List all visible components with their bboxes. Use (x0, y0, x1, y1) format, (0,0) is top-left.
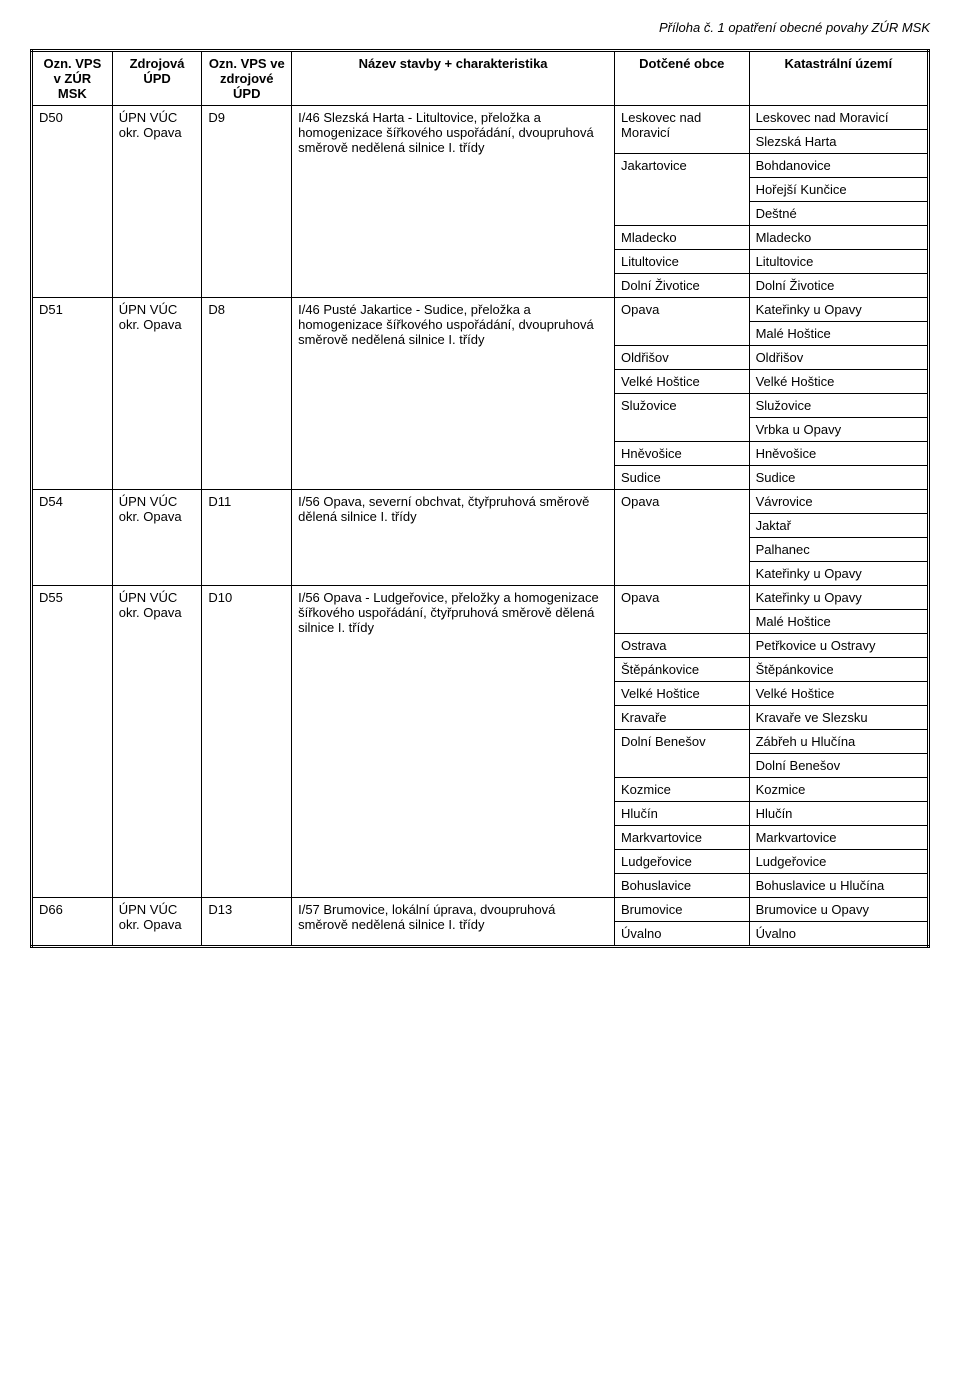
cell-kat: Velké Hoštice (749, 682, 928, 706)
cell-ozn: D55 (32, 586, 113, 898)
cell-kat: Kravaře ve Slezsku (749, 706, 928, 730)
cell-ozn: D50 (32, 106, 113, 298)
cell-kat: Kateřinky u Opavy (749, 298, 928, 322)
table-row: D55 ÚPN VÚC okr. Opava D10 I/56 Opava - … (32, 586, 929, 610)
cell-obec: Dolní Benešov (615, 730, 750, 778)
cell-obec: Sudice (615, 466, 750, 490)
col-ozn-vps-zdroj: Ozn. VPS ve zdrojové ÚPD (202, 51, 292, 106)
cell-obec: Brumovice (615, 898, 750, 922)
cell-ozn2: D9 (202, 106, 292, 298)
cell-obec: Štěpánkovice (615, 658, 750, 682)
cell-kat: Dolní Životice (749, 274, 928, 298)
cell-title: I/46 Slezská Harta - Litultovice, přelož… (292, 106, 615, 298)
cell-kat: Kateřinky u Opavy (749, 586, 928, 610)
cell-kat: Úvalno (749, 922, 928, 947)
cell-kat: Oldřišov (749, 346, 928, 370)
cell-obec: Hněvošice (615, 442, 750, 466)
cell-kat: Markvartovice (749, 826, 928, 850)
cell-obec: Ludgeřovice (615, 850, 750, 874)
cell-obec: Mladecko (615, 226, 750, 250)
cell-obec: Bohuslavice (615, 874, 750, 898)
cell-kat: Hlučín (749, 802, 928, 826)
table-row: D50 ÚPN VÚC okr. Opava D9 I/46 Slezská H… (32, 106, 929, 130)
cell-kat: Vávrovice (749, 490, 928, 514)
cell-obec: Hlučín (615, 802, 750, 826)
cell-ozn2: D11 (202, 490, 292, 586)
table-row: D54 ÚPN VÚC okr. Opava D11 I/56 Opava, s… (32, 490, 929, 514)
cell-kat: Mladecko (749, 226, 928, 250)
col-katastralni-uzemi: Katastrální území (749, 51, 928, 106)
table-header-row: Ozn. VPS v ZÚR MSK Zdrojová ÚPD Ozn. VPS… (32, 51, 929, 106)
cell-kat: Vrbka u Opavy (749, 418, 928, 442)
cell-src: ÚPN VÚC okr. Opava (112, 106, 202, 298)
cell-src: ÚPN VÚC okr. Opava (112, 898, 202, 947)
cell-kat: Kozmice (749, 778, 928, 802)
cell-kat: Bohdanovice (749, 154, 928, 178)
zur-table: Ozn. VPS v ZÚR MSK Zdrojová ÚPD Ozn. VPS… (30, 49, 930, 948)
cell-obec: Velké Hoštice (615, 682, 750, 706)
table-row: D66 ÚPN VÚC okr. Opava D13 I/57 Brumovic… (32, 898, 929, 922)
col-zdrojova-upd: Zdrojová ÚPD (112, 51, 202, 106)
cell-kat: Jaktař (749, 514, 928, 538)
cell-obec: Oldřišov (615, 346, 750, 370)
cell-obec: Kravaře (615, 706, 750, 730)
cell-title: I/56 Opava - Ludgeřovice, přeložky a hom… (292, 586, 615, 898)
cell-kat: Petřkovice u Ostravy (749, 634, 928, 658)
cell-title: I/56 Opava, severní obchvat, čtyřpruhová… (292, 490, 615, 586)
cell-obec: Litultovice (615, 250, 750, 274)
cell-ozn2: D8 (202, 298, 292, 490)
cell-obec: Velké Hoštice (615, 370, 750, 394)
cell-obec: Opava (615, 586, 750, 634)
cell-ozn2: D13 (202, 898, 292, 947)
col-nazev-stavby: Název stavby + charakteristika (292, 51, 615, 106)
cell-kat: Bohuslavice u Hlučína (749, 874, 928, 898)
cell-kat: Leskovec nad Moravicí (749, 106, 928, 130)
header-note: Příloha č. 1 opatření obecné povahy ZÚR … (30, 20, 930, 35)
cell-obec: Úvalno (615, 922, 750, 947)
cell-kat: Zábřeh u Hlučína (749, 730, 928, 754)
cell-kat: Hořejší Kunčice (749, 178, 928, 202)
cell-kat: Sudice (749, 466, 928, 490)
cell-kat: Velké Hoštice (749, 370, 928, 394)
cell-kat: Malé Hoštice (749, 322, 928, 346)
cell-obec: Opava (615, 298, 750, 346)
table-row: D51 ÚPN VÚC okr. Opava D8 I/46 Pusté Jak… (32, 298, 929, 322)
cell-ozn2: D10 (202, 586, 292, 898)
cell-src: ÚPN VÚC okr. Opava (112, 298, 202, 490)
cell-obec: Kozmice (615, 778, 750, 802)
cell-kat: Hněvošice (749, 442, 928, 466)
cell-kat: Služovice (749, 394, 928, 418)
cell-obec: Markvartovice (615, 826, 750, 850)
col-ozn-vps-zur: Ozn. VPS v ZÚR MSK (32, 51, 113, 106)
cell-kat: Litultovice (749, 250, 928, 274)
cell-obec: Dolní Životice (615, 274, 750, 298)
cell-kat: Štěpánkovice (749, 658, 928, 682)
cell-kat: Ludgeřovice (749, 850, 928, 874)
cell-kat: Brumovice u Opavy (749, 898, 928, 922)
cell-obec: Jakartovice (615, 154, 750, 226)
cell-obec: Leskovec nad Moravicí (615, 106, 750, 154)
cell-kat: Palhanec (749, 538, 928, 562)
cell-ozn: D54 (32, 490, 113, 586)
cell-obec: Opava (615, 490, 750, 586)
cell-kat: Slezská Harta (749, 130, 928, 154)
col-dotcene-obce: Dotčené obce (615, 51, 750, 106)
cell-kat: Dolní Benešov (749, 754, 928, 778)
cell-ozn: D66 (32, 898, 113, 947)
cell-kat: Kateřinky u Opavy (749, 562, 928, 586)
cell-src: ÚPN VÚC okr. Opava (112, 586, 202, 898)
cell-title: I/57 Brumovice, lokální úprava, dvoupruh… (292, 898, 615, 947)
cell-kat: Malé Hoštice (749, 610, 928, 634)
cell-src: ÚPN VÚC okr. Opava (112, 490, 202, 586)
cell-title: I/46 Pusté Jakartice - Sudice, přeložka … (292, 298, 615, 490)
cell-obec: Ostrava (615, 634, 750, 658)
cell-kat: Deštné (749, 202, 928, 226)
cell-ozn: D51 (32, 298, 113, 490)
cell-obec: Služovice (615, 394, 750, 442)
